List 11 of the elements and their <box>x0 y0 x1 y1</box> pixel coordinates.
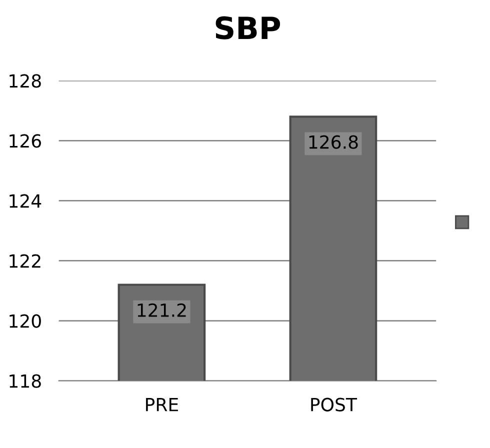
y-tick-label: 124 <box>10 194 42 208</box>
x-tick-label: POST <box>311 398 358 412</box>
y-tick-label: 126 <box>10 134 41 148</box>
y-tick-label: 120 <box>10 314 41 328</box>
y-tick-label: 122 <box>10 254 40 268</box>
y-tick-label: 128 <box>10 74 41 88</box>
x-tick-label: PRE <box>146 398 178 412</box>
data-label: 126.8 <box>309 135 358 149</box>
y-tick-label: 118 <box>10 374 41 388</box>
chart-title: SBP <box>216 16 280 40</box>
data-label: 121.2 <box>138 303 186 317</box>
